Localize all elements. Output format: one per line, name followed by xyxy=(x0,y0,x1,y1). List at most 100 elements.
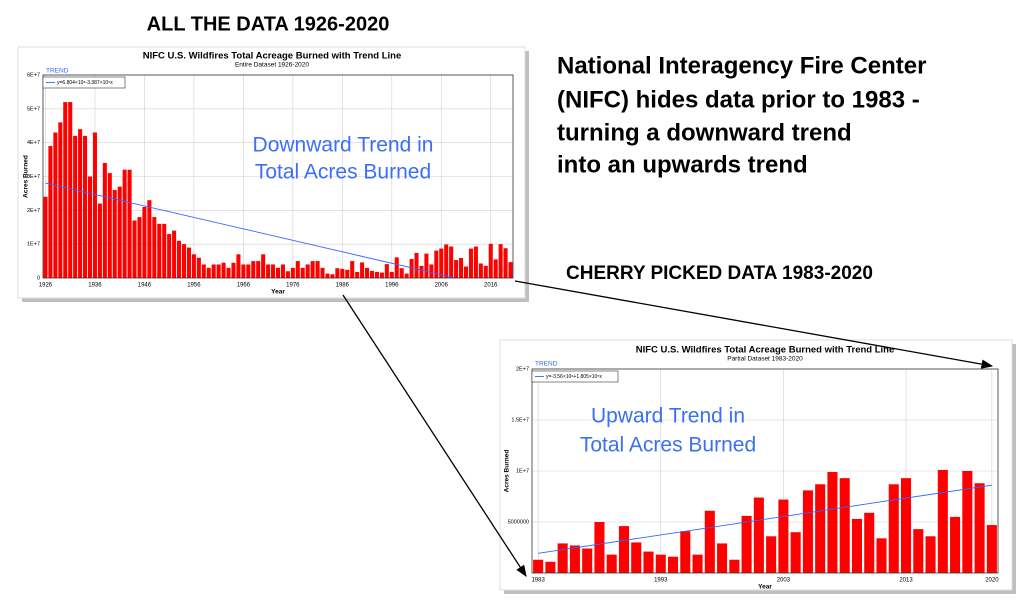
bar xyxy=(167,234,172,278)
plot-frame xyxy=(42,74,514,279)
bar xyxy=(271,264,276,278)
legend-box xyxy=(42,76,126,89)
bar xyxy=(483,265,488,278)
bar xyxy=(83,135,88,278)
bar xyxy=(340,268,345,278)
bar xyxy=(369,270,375,278)
legend-box xyxy=(531,370,619,383)
x-axis-label: Year xyxy=(271,289,285,296)
bar xyxy=(87,176,93,278)
bar xyxy=(221,262,226,278)
bar xyxy=(127,169,132,278)
bar xyxy=(206,267,211,278)
x-tick-label: 1946 xyxy=(138,283,152,289)
bar xyxy=(365,267,370,278)
bar xyxy=(557,543,568,573)
bar xyxy=(102,162,107,278)
x-tick-label: 1993 xyxy=(654,578,668,584)
bar xyxy=(177,240,182,278)
claim-line: turning a downward trend xyxy=(557,119,852,146)
trend-line xyxy=(45,182,458,278)
bar xyxy=(191,254,196,278)
bar xyxy=(439,248,444,278)
bar xyxy=(162,223,167,278)
bar xyxy=(374,271,379,278)
bar xyxy=(444,244,449,278)
bar xyxy=(498,244,503,278)
bar xyxy=(107,173,112,278)
bar xyxy=(117,186,122,278)
x-axis-label: Year xyxy=(758,584,772,591)
bar xyxy=(246,264,251,278)
bar xyxy=(350,261,355,278)
claim-line: National Interagency Fire Center xyxy=(557,52,926,79)
bar xyxy=(463,266,469,278)
bar xyxy=(345,269,350,278)
y-tick-label: 2E+7 xyxy=(27,208,40,214)
x-tick-label: 1926 xyxy=(39,283,53,289)
bar xyxy=(68,102,73,278)
bar xyxy=(261,254,266,278)
bar xyxy=(692,554,703,573)
bar xyxy=(545,561,556,573)
bar xyxy=(92,132,97,278)
x-tick-label: 2006 xyxy=(435,283,449,289)
x-tick-label: 1956 xyxy=(187,283,201,289)
bar xyxy=(379,272,384,278)
bar xyxy=(181,244,187,278)
bar xyxy=(913,529,924,573)
x-tick-label: 1986 xyxy=(336,283,350,289)
bar xyxy=(360,262,365,278)
bar xyxy=(330,274,335,278)
bar xyxy=(73,135,78,278)
y-tick-label: 2E+7 xyxy=(516,366,529,372)
trend-line xyxy=(538,484,992,554)
bar xyxy=(58,122,63,278)
charts: NIFC U.S. Wildfires Total Acreage Burned… xyxy=(17,46,1016,594)
chart-title: NIFC U.S. Wildfires Total Acreage Burned… xyxy=(636,345,895,356)
bar xyxy=(404,273,409,278)
annotation: Total Acres Burned xyxy=(580,434,756,457)
bar xyxy=(251,261,256,278)
y-tick-label: 3E+7 xyxy=(27,174,40,180)
bar xyxy=(142,206,147,278)
bar xyxy=(986,525,997,573)
bar xyxy=(186,247,191,278)
bar xyxy=(275,267,281,278)
bar xyxy=(172,230,177,278)
bar xyxy=(97,203,102,278)
bar xyxy=(429,264,434,278)
y-tick-label: 4E+7 xyxy=(27,140,40,146)
bar xyxy=(434,250,439,278)
legend-title: TREND xyxy=(46,68,69,75)
bar xyxy=(766,536,777,573)
bar xyxy=(704,510,715,573)
bar xyxy=(962,471,973,573)
bar xyxy=(157,223,162,278)
bar xyxy=(43,196,48,278)
bar xyxy=(839,478,850,573)
bar xyxy=(815,484,826,573)
bar xyxy=(310,261,315,278)
bar xyxy=(717,543,728,573)
bar xyxy=(888,484,899,573)
bar xyxy=(459,258,464,278)
bar xyxy=(864,512,875,573)
x-tick-label: 2013 xyxy=(899,578,913,584)
bar xyxy=(937,469,948,573)
y-tick-label: 1.5E+7 xyxy=(511,417,529,423)
bar xyxy=(631,542,642,573)
bar xyxy=(827,472,838,573)
bar xyxy=(741,515,752,573)
bar xyxy=(594,522,605,573)
bar xyxy=(112,190,117,278)
bar xyxy=(493,259,498,278)
bar xyxy=(384,264,389,278)
bar xyxy=(925,536,936,573)
bar xyxy=(454,260,459,278)
bar xyxy=(147,200,152,278)
arrow xyxy=(514,280,994,369)
x-tick-label: 2020 xyxy=(985,578,999,584)
bar xyxy=(778,499,789,573)
